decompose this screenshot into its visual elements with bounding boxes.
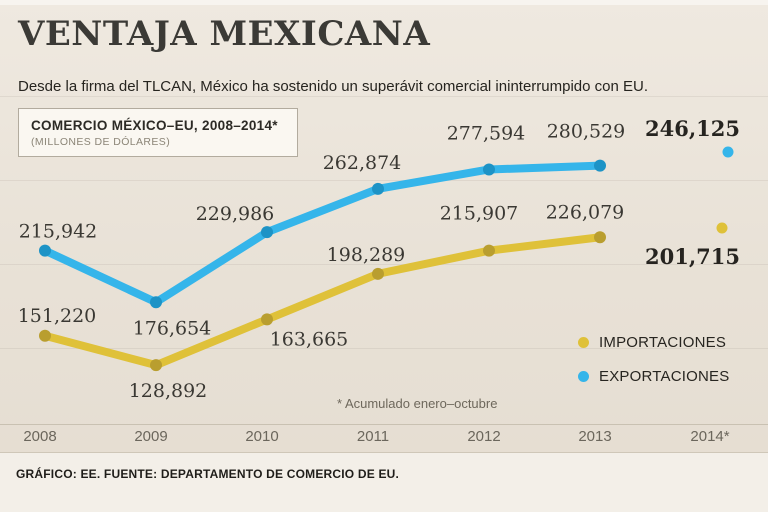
data-label-exportaciones: 176,654: [133, 317, 212, 339]
page-title: VENTAJA MEXICANA: [18, 14, 431, 54]
legend-label-exportaciones: EXPORTACIONES: [599, 368, 730, 385]
x-axis-label: 2008: [23, 428, 56, 445]
data-label-importaciones: 198,289: [327, 244, 406, 266]
data-point-importaciones: [372, 267, 384, 280]
footer-band: [0, 453, 768, 512]
axis-footer-divider: [0, 452, 768, 453]
x-axis-label: 2009: [134, 428, 167, 445]
data-point-importaciones: [594, 231, 606, 244]
chart-units-label: (MILLONES DE DÓLARES): [31, 136, 171, 148]
top-strip: [0, 0, 768, 5]
data-point-exportaciones: [150, 296, 162, 309]
data-point-exportaciones: [372, 182, 384, 195]
data-label-exportaciones: 277,594: [447, 122, 526, 144]
legend: IMPORTACIONES EXPORTACIONES: [578, 334, 729, 402]
data-label-2014-exportaciones: 246,125: [645, 116, 740, 141]
gridline: [0, 348, 768, 349]
series-line-importaciones: [41, 233, 604, 370]
gridline: [0, 264, 768, 265]
data-label-exportaciones: 215,942: [19, 221, 98, 243]
data-point-importaciones: [150, 359, 162, 372]
data-label-importaciones: 151,220: [18, 305, 97, 327]
exportaciones-dot-icon: [578, 371, 589, 382]
x-axis-label: 2012: [467, 428, 500, 445]
data-point-2014-exportaciones: [722, 146, 734, 158]
data-point-importaciones: [261, 313, 273, 326]
data-point-importaciones: [483, 244, 495, 257]
x-axis-line: [0, 424, 768, 425]
footnote: * Acumulado enero–octubre: [337, 396, 498, 411]
data-point-2014-importaciones: [716, 222, 728, 234]
x-axis-label: 2014*: [690, 428, 729, 445]
x-axis-label: 2010: [245, 428, 278, 445]
data-label-exportaciones: 280,529: [547, 121, 626, 143]
data-point-exportaciones: [594, 159, 606, 172]
importaciones-dot-icon: [578, 337, 589, 348]
gridline: [0, 96, 768, 97]
gridline: [0, 180, 768, 181]
data-label-2014-importaciones: 201,715: [645, 244, 740, 269]
data-label-importaciones: 128,892: [129, 380, 208, 402]
data-label-importaciones: 163,665: [270, 328, 349, 350]
data-label-exportaciones: 262,874: [323, 152, 402, 174]
series-line-exportaciones: [41, 161, 604, 307]
data-point-exportaciones: [261, 226, 273, 239]
legend-item-exportaciones: EXPORTACIONES: [578, 368, 729, 385]
legend-label-importaciones: IMPORTACIONES: [599, 334, 727, 351]
data-label-importaciones: 226,079: [546, 201, 625, 223]
legend-item-importaciones: IMPORTACIONES: [578, 334, 729, 351]
data-point-exportaciones: [39, 244, 51, 257]
page-subtitle: Desde la firma del TLCAN, México ha sost…: [18, 78, 649, 95]
data-point-exportaciones: [483, 163, 495, 176]
x-axis-label: 2011: [357, 428, 389, 445]
x-axis-label: 2013: [578, 428, 611, 445]
chart-title-box: COMERCIO MÉXICO–EU, 2008–2014* (MILLONES…: [18, 108, 298, 157]
credit-line: GRÁFICO: EE. FUENTE: DEPARTAMENTO DE COM…: [16, 467, 400, 481]
data-label-exportaciones: 229,986: [196, 203, 275, 225]
chart-title: COMERCIO MÉXICO–EU, 2008–2014*: [31, 118, 278, 133]
data-label-importaciones: 215,907: [440, 203, 519, 225]
data-point-importaciones: [39, 329, 51, 342]
